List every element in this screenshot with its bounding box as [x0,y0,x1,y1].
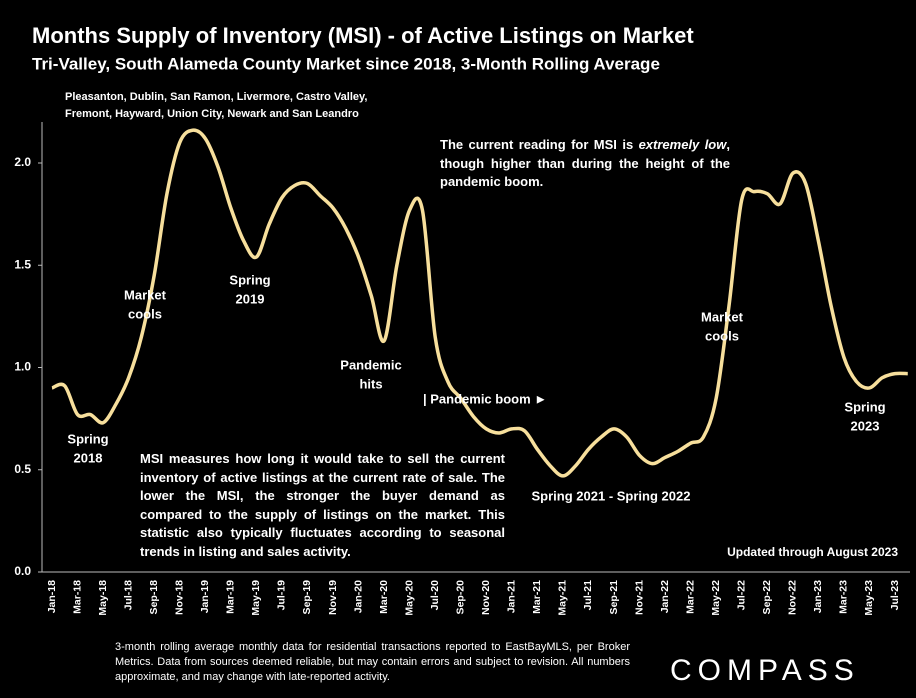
x-tick-label: May-22 [710,580,722,616]
x-tick-label: Jul-19 [276,580,288,611]
y-tick-label: 0.5 [14,462,31,476]
current-note: The current reading for MSI is extremely… [440,136,730,192]
x-tick-label: Jul-23 [889,580,901,611]
x-tick-label: Jan-22 [659,580,671,613]
x-tick-label: Jul-18 [122,580,134,611]
x-tick-label: Sep-21 [608,580,620,615]
x-tick-label: Jul-21 [582,580,594,611]
annotation: Spring [844,399,885,414]
annotation: Spring 2021 - Spring 2022 [532,488,691,503]
x-tick-label: Jan-20 [352,580,364,613]
x-tick-label: Mar-19 [225,580,237,614]
x-tick-label: Sep-18 [148,580,160,615]
x-tick-label: Mar-20 [378,580,390,614]
x-tick-label: Jul-20 [429,580,441,611]
x-tick-label: Jan-23 [812,580,824,613]
x-tick-label: Mar-18 [71,580,83,614]
footnote: 3-month rolling average monthly data for… [115,641,630,683]
annotation: Market [701,309,744,324]
annotation: Spring [229,272,270,287]
x-tick-label: May-18 [97,580,109,616]
x-tick-label: Nov-21 [633,580,645,615]
annotation: cools [128,306,162,321]
annotation: hits [359,376,382,391]
annotation: 2018 [74,450,103,465]
logo: COMPASS [670,654,860,687]
x-tick-label: Sep-20 [455,580,467,615]
x-tick-label: Nov-19 [327,580,339,615]
annotation: Pandemic [340,357,401,372]
annotation: Market [124,287,167,302]
y-tick-label: 1.0 [14,360,31,374]
x-tick-label: Nov-18 [174,580,186,615]
note-text: extremely low [638,137,727,152]
x-tick-label: Mar-21 [531,580,543,614]
x-tick-label: Jan-19 [199,580,211,613]
x-tick-label: Sep-22 [761,580,773,615]
x-tick-label: Mar-22 [684,580,696,614]
y-tick-label: 2.0 [14,155,31,169]
x-tick-label: Mar-23 [838,580,850,614]
x-tick-label: Jul-22 [736,580,748,611]
x-tick-label: May-19 [250,580,262,616]
x-tick-label: May-20 [403,580,415,616]
x-tick-label: Sep-19 [301,580,313,615]
annotation: 2023 [851,418,880,433]
annotation: Spring [67,431,108,446]
annotation: 2019 [236,291,265,306]
annotation: | Pandemic boom ► [423,391,547,406]
annotation: Updated through August 2023 [727,545,898,559]
x-tick-label: Jan-18 [46,580,58,613]
region-text: Fremont, Hayward, Union City, Newark and… [65,108,359,120]
x-tick-label: Jan-21 [506,580,518,613]
y-tick-label: 0.0 [14,564,31,578]
annotation: cools [705,328,739,343]
note-text: , though higher than during the height o… [440,137,730,189]
x-tick-label: Nov-20 [480,580,492,615]
chart-title: Months Supply of Inventory (MSI) - of Ac… [32,23,694,48]
msi-note: MSI measures how long it would take to s… [140,451,505,559]
x-tick-label: May-21 [557,580,569,616]
chart-subtitle: Tri-Valley, South Alameda County Market … [32,54,660,73]
x-tick-label: May-23 [863,580,875,616]
data-line [51,128,908,478]
y-tick-label: 1.5 [14,257,31,271]
note-text: The current reading for MSI is [440,137,639,152]
region-text: Pleasanton, Dublin, San Ramon, Livermore… [65,91,367,103]
x-tick-label: Nov-22 [787,580,799,615]
